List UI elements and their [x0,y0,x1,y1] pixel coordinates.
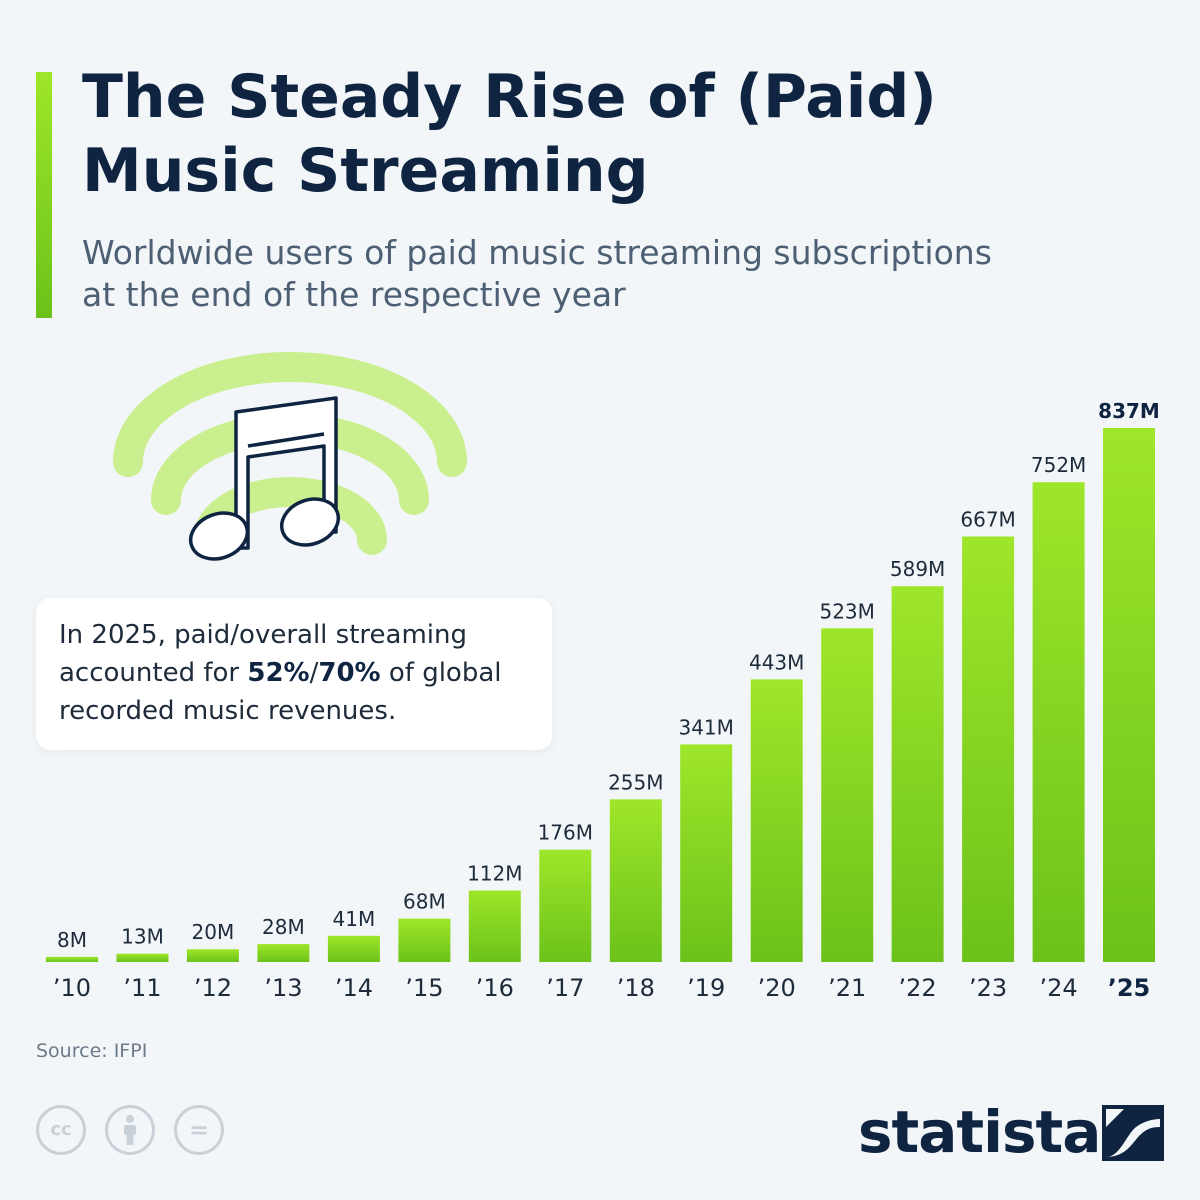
bar-14 [1032,482,1085,962]
no-derivatives-icon[interactable]: = [174,1105,224,1155]
bar-6 [468,890,521,962]
cc-icon[interactable]: cc [36,1105,86,1155]
bar-value-label-8: 255M [608,770,663,794]
x-tick-label-14: ’24 [1040,974,1078,1002]
bar-3 [257,944,310,962]
x-tick-label-2: ’12 [194,974,232,1002]
x-tick-label-15: ’25 [1108,974,1151,1002]
x-tick-label-11: ’21 [828,974,866,1002]
title-line-2: Music Streaming [82,136,649,206]
page-title: The Steady Rise of (Paid) Music Streamin… [82,60,1162,208]
title-line-1: The Steady Rise of (Paid) [82,62,937,132]
statista-logo-icon[interactable] [1102,1105,1164,1161]
bar-value-label-6: 112M [467,862,522,886]
accent-bar [36,72,52,318]
bar-13 [962,536,1015,962]
x-tick-label-12: ’22 [899,974,937,1002]
x-tick-label-10: ’20 [758,974,796,1002]
bar-0 [46,956,98,962]
callout-separator: / [309,658,319,688]
bar-value-label-0: 8M [57,928,87,952]
x-tick-label-0: ’10 [53,974,91,1002]
x-tick-label-9: ’19 [687,974,725,1002]
callout-box: In 2025, paid/overall streaming accounte… [36,598,552,750]
bar-value-label-1: 13M [121,925,164,949]
subtitle: Worldwide users of paid music streaming … [82,232,1162,316]
license-icons: cc = [36,1105,243,1155]
callout-text-after: of global recorded music revenues. [59,658,502,726]
bar-10 [750,679,803,962]
bar-value-label-5: 68M [403,890,446,914]
bar-value-label-12: 589M [890,557,945,581]
callout-overall-share: 70% [318,658,381,688]
bar-value-label-3: 28M [262,915,305,939]
source-note: Source: IFPI [36,1040,148,1062]
music-note-icon [188,396,341,561]
callout-paid-share: 52% [247,658,310,688]
bar-2 [186,949,239,962]
attribution-icon[interactable] [105,1105,155,1155]
x-tick-label-6: ’16 [476,974,514,1002]
bar-9 [680,744,733,962]
bar-value-label-13: 667M [960,508,1015,532]
bar-8 [609,799,662,962]
bar-value-label-9: 341M [678,715,733,739]
bar-value-label-15: 837M [1098,399,1160,423]
bar-7 [539,849,592,962]
callout-text-before: In 2025, paid/overall streaming accounte… [59,620,467,688]
bar-value-label-10: 443M [749,650,804,674]
subtitle-line-1: Worldwide users of paid music streaming … [82,233,992,272]
bar-5 [398,918,451,962]
bar-value-label-4: 41M [333,907,376,931]
bar-12 [891,586,944,962]
x-tick-label-13: ’23 [969,974,1007,1002]
x-tick-label-3: ’13 [264,974,302,1002]
bar-series: 8M ’10 13M ’11 20M ’12 28M ’13 41M ’14 68M ’15 112M ’… [46,399,1160,1002]
bar-value-label-2: 20M [192,920,235,944]
x-tick-label-5: ’15 [405,974,443,1002]
bar-11 [821,628,874,962]
statista-logo-text[interactable]: statista [858,1098,1101,1166]
bar-value-label-14: 752M [1031,453,1086,477]
bar-value-label-11: 523M [819,599,874,623]
subtitle-line-2: at the end of the respective year [82,275,626,314]
bar-value-label-7: 176M [538,821,593,845]
bar-15 [1103,428,1155,962]
x-tick-label-1: ’11 [123,974,161,1002]
bar-1 [116,953,169,962]
x-tick-label-4: ’14 [335,974,373,1002]
x-tick-label-8: ’18 [617,974,655,1002]
x-tick-label-7: ’17 [546,974,584,1002]
bar-4 [327,935,380,962]
